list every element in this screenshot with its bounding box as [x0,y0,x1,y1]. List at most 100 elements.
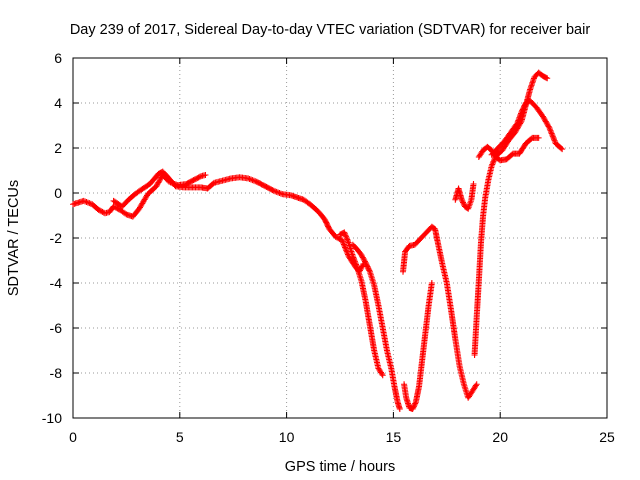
data-point [378,370,385,377]
data-point [409,406,416,412]
data-point [113,204,120,211]
data-point [359,254,366,261]
data-point [122,210,129,217]
y-tick-label: 4 [54,95,62,111]
y-tick-label: -6 [50,320,63,336]
data-point [551,137,558,144]
data-point [518,109,525,115]
data-point [519,106,526,113]
data-point [342,232,349,239]
y-tick-label: -8 [50,365,63,381]
data-point [248,176,254,183]
data-point [360,255,367,262]
y-tick-label: -2 [50,230,63,246]
data-point [559,146,566,153]
data-point [543,74,550,81]
data-point [365,264,372,271]
data-point [364,263,371,270]
data-point [458,196,465,203]
x-tick-label: 20 [492,429,508,445]
data-point [341,230,348,237]
data-point [460,199,467,206]
data-point [359,263,366,270]
data-point [546,126,553,133]
data-point [365,266,372,273]
data-point [269,187,276,194]
data-point [110,203,117,210]
data-point [252,178,259,185]
data-point [334,234,341,241]
data-point [84,199,91,206]
data-point [548,130,555,137]
data-point [111,204,118,211]
y-tick-label: -4 [50,275,63,291]
data-point [549,131,556,138]
data-point [548,129,555,136]
data-point [549,133,556,140]
data-point [332,233,339,240]
data-point [273,188,280,195]
data-point [341,229,348,236]
data-point [98,208,105,215]
x-tick-label: 5 [176,429,184,445]
data-point [335,235,342,242]
y-axis-label: SDTVAR / TECUs [6,180,22,296]
data-point [410,403,417,410]
data-point [490,158,497,165]
x-tick-label: 0 [69,429,77,445]
data-point [513,121,520,128]
y-tick-label: 2 [54,140,62,156]
data-point [340,241,347,248]
data-point [339,237,346,244]
data-point [547,127,554,134]
data-point [363,262,370,269]
data-point [363,261,370,268]
data-point [550,134,557,141]
x-tick-label: 15 [386,429,402,445]
grid [73,58,607,418]
chart-title: Day 239 of 2017, Sidereal Day-to-day VTE… [70,22,591,38]
data-point [359,253,366,260]
data-point [470,181,477,187]
data-point [82,198,89,205]
data-point [535,134,542,141]
data-point [275,189,282,196]
data-point [411,401,418,408]
data-point [191,176,198,183]
data-point [323,220,330,227]
data-point [362,259,369,266]
data-point [460,200,467,207]
data-point [193,175,200,182]
data-point [519,107,526,114]
data-point [361,257,368,264]
data-point [95,206,102,213]
data-point [99,208,106,215]
data-point [277,190,284,197]
data-point [545,123,552,130]
data-point [459,198,466,205]
data-point [325,223,332,230]
data-point [366,267,373,274]
data-point [250,177,257,184]
data-point [341,242,348,249]
data-point [379,372,386,379]
data-point [343,233,350,240]
data-point [195,174,202,181]
data-point [343,235,350,242]
data-point [544,75,551,82]
data-point [550,136,557,143]
data-point [358,251,365,258]
data-point [270,187,277,194]
data-point [410,404,417,411]
data-point [361,258,368,265]
data-point [196,173,203,180]
data-point [324,222,331,229]
data-point [521,103,528,110]
data-point [473,381,480,388]
y-tick-label: 6 [54,50,62,66]
data-point [558,145,565,152]
data-point [249,177,256,184]
y-tick-label: -10 [42,410,62,426]
data-point [489,160,496,167]
